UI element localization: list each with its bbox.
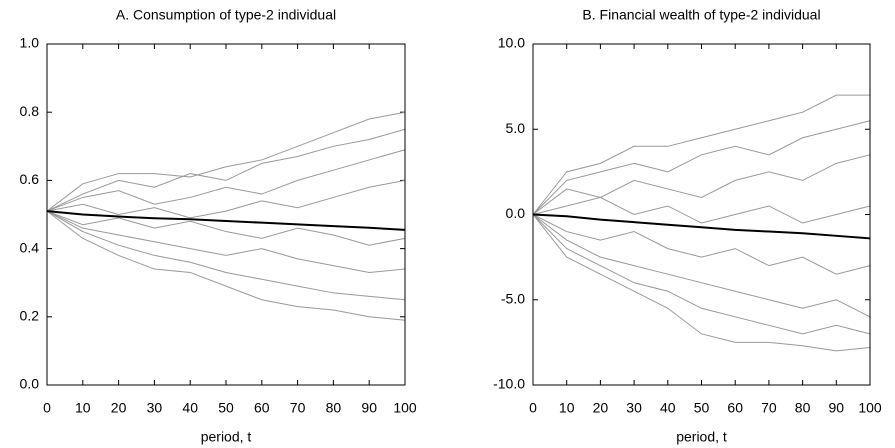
series-line xyxy=(46,179,406,219)
series-line xyxy=(46,149,406,212)
x-tick-label: 90 xyxy=(829,400,845,416)
y-tick-label: 1.0 xyxy=(20,35,40,51)
x-tick-label: 10 xyxy=(559,400,575,416)
series-line xyxy=(532,214,871,275)
y-tick-label: 10.0 xyxy=(498,35,525,51)
series-line xyxy=(46,210,406,321)
x-tick-label: 70 xyxy=(761,400,777,416)
x-tick-label: 100 xyxy=(858,400,882,416)
series-line xyxy=(46,210,406,273)
x-tick-label: 60 xyxy=(254,400,270,416)
x-tick-label: 100 xyxy=(393,400,417,416)
x-tick-label: 30 xyxy=(147,400,163,416)
x-tick-label: 0 xyxy=(43,400,51,416)
series-line xyxy=(532,120,871,215)
x-tick-label: 40 xyxy=(182,400,198,416)
y-tick-label: -10.0 xyxy=(493,376,525,392)
y-tick-label: 0.4 xyxy=(20,239,40,255)
y-tick-label: 0.6 xyxy=(20,171,40,187)
x-axis-label: period, t xyxy=(201,429,252,445)
series-line xyxy=(532,94,870,215)
x-tick-label: 80 xyxy=(326,400,342,416)
series-line xyxy=(532,214,871,335)
x-tick-label: 50 xyxy=(218,400,234,416)
series-line xyxy=(46,210,406,301)
plot-frame xyxy=(46,43,406,386)
x-tick-label: 70 xyxy=(290,400,306,416)
chart-title: B. Financial wealth of type-2 individual xyxy=(582,7,820,23)
y-tick-label: 5.0 xyxy=(506,120,526,136)
y-tick-label: 0.0 xyxy=(20,376,40,392)
y-tick-label: 0.0 xyxy=(506,205,526,221)
series-line xyxy=(532,154,871,215)
series-line xyxy=(532,214,871,318)
x-tick-label: 20 xyxy=(111,400,127,416)
x-tick-label: 20 xyxy=(593,400,609,416)
x-tick-label: 10 xyxy=(75,400,91,416)
series-line xyxy=(46,210,406,246)
series-line xyxy=(46,128,406,212)
series-line xyxy=(532,196,871,224)
y-tick-label: -5.0 xyxy=(501,290,525,306)
x-tick-label: 90 xyxy=(361,400,377,416)
x-tick-label: 60 xyxy=(727,400,743,416)
y-tick-label: 0.2 xyxy=(20,308,40,324)
x-axis-label: period, t xyxy=(676,429,727,445)
y-tick-label: 0.8 xyxy=(20,103,40,119)
x-tick-label: 80 xyxy=(795,400,811,416)
x-tick-label: 0 xyxy=(529,400,537,416)
chart-title: A. Consumption of type-2 individual xyxy=(116,7,336,23)
x-tick-label: 50 xyxy=(694,400,710,416)
x-tick-label: 40 xyxy=(660,400,676,416)
series-line xyxy=(532,213,871,240)
series-line xyxy=(532,214,871,352)
plot-frame xyxy=(532,43,871,386)
x-tick-label: 30 xyxy=(626,400,642,416)
series-line xyxy=(46,210,406,231)
series-line xyxy=(46,111,406,212)
